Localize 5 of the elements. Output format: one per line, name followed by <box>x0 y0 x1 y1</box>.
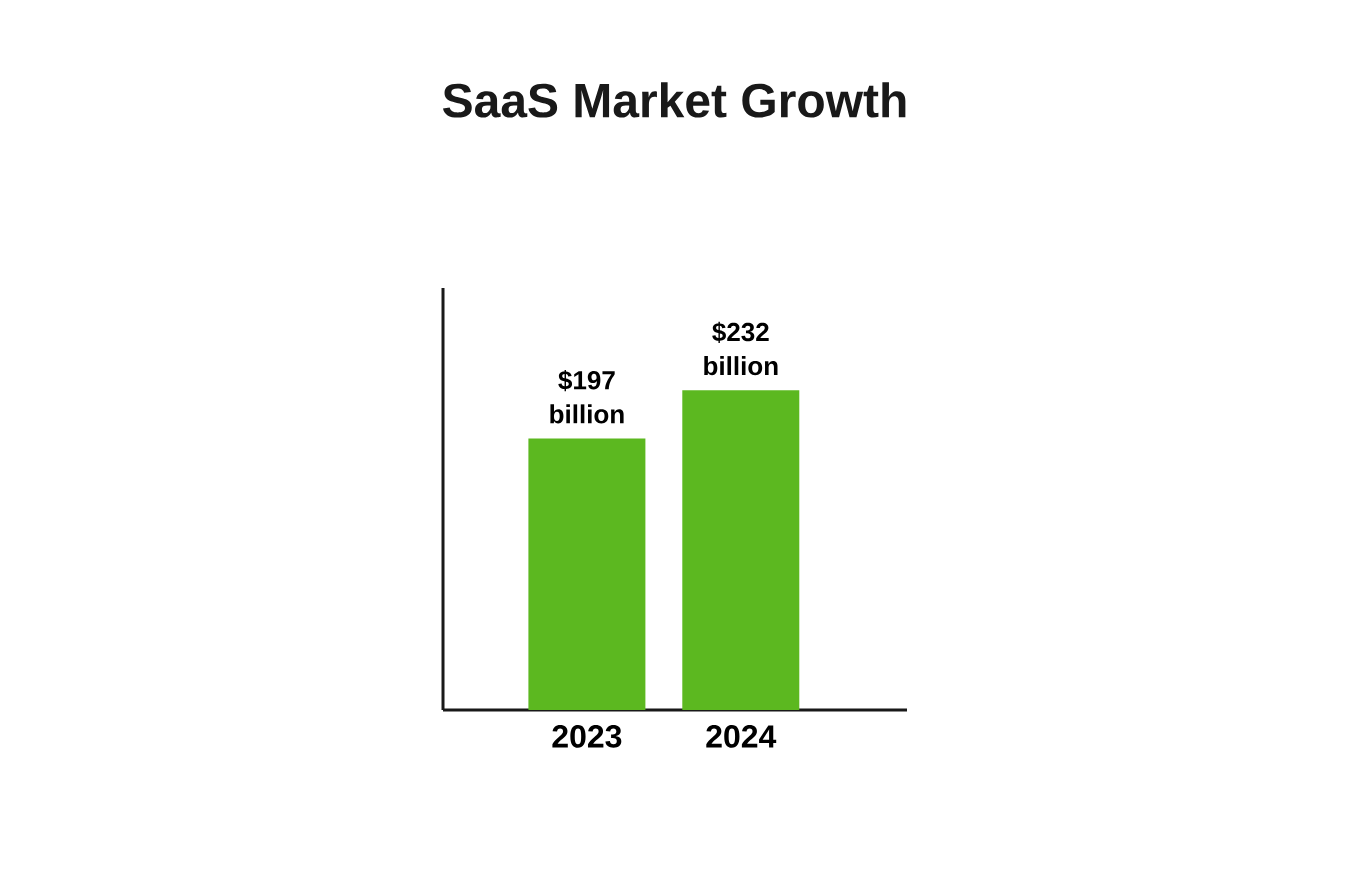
data-label: $197 billion <box>550 369 624 424</box>
x-tick-label: 2024 <box>706 725 777 748</box>
chart-title: SaaS Market Growth <box>442 82 906 118</box>
x-tick-label: 2023 <box>552 725 622 748</box>
data-label: $232 billion <box>704 321 778 376</box>
